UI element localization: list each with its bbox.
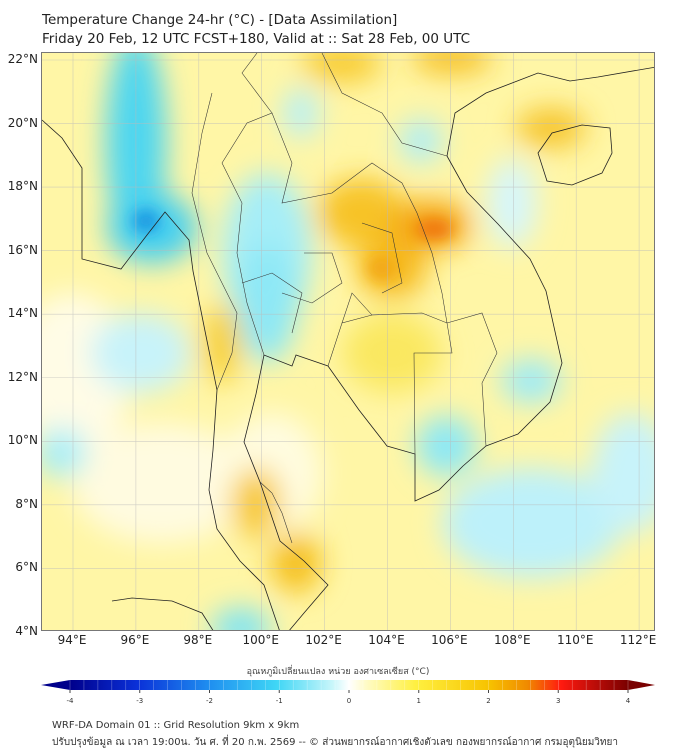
latitude-label: 16°N <box>7 242 38 257</box>
longitude-label: 100°E <box>242 633 279 647</box>
longitude-label: 108°E <box>494 633 531 647</box>
colorbar-tick-label: 4 <box>626 697 631 705</box>
longitude-label: 112°E <box>619 633 657 647</box>
latitude-label: 12°N <box>7 369 38 384</box>
colorbar-max-extend <box>628 680 655 690</box>
coastlines <box>42 66 654 630</box>
temperature-change-map <box>41 52 655 631</box>
latitude-label: 10°N <box>7 433 38 448</box>
footer-update-credit: ปรับปรุงข้อมูล ณ เวลา 19:00น. วัน ศ. ที่… <box>52 737 618 748</box>
latitude-label: 6°N <box>15 560 38 575</box>
colorbar-tick-label: -3 <box>136 697 143 705</box>
footer-model-info: WRF-DA Domain 01 :: Grid Resolution 9km … <box>52 720 300 731</box>
map-subtitle: Friday 20 Feb, 12 UTC FCST+180, Valid at… <box>42 31 471 47</box>
map-field <box>42 53 654 630</box>
colorbar-tick-label: -4 <box>67 697 75 705</box>
longitude-label: 98°E <box>183 633 213 647</box>
colorbar-min-extend <box>41 680 70 690</box>
colorbar: -4 -3 -2 -1 0 1 2 3 4 <box>41 680 655 705</box>
colorbar-tick-label: -2 <box>206 697 213 705</box>
colorbar-tick-label: -1 <box>276 697 283 705</box>
country-borders <box>191 53 498 544</box>
latitude-label: 18°N <box>7 179 38 194</box>
colorbar-label: อุณหภูมิเปลี่ยนแปลง หน่วย องศาเซลเซียส (… <box>246 667 430 677</box>
colorbar-tick-label: 1 <box>417 697 421 705</box>
longitude-label: 102°E <box>305 633 342 647</box>
longitude-label: 96°E <box>120 633 150 647</box>
longitude-label: 104°E <box>368 633 405 647</box>
latitude-label: 20°N <box>7 115 38 130</box>
colorbar-tick-label: 2 <box>486 697 490 705</box>
latitude-label: 4°N <box>15 623 38 638</box>
graticule <box>42 53 654 630</box>
latitude-label: 14°N <box>7 306 38 321</box>
latitude-label: 8°N <box>15 496 38 511</box>
colorbar-tick-label: 0 <box>347 697 351 705</box>
longitude-label: 106°E <box>431 633 468 647</box>
longitude-label: 94°E <box>57 633 87 647</box>
colorbar-tick-label: 3 <box>556 697 560 705</box>
longitude-label: 110°E <box>556 633 594 647</box>
map-title: Temperature Change 24-hr (°C) - [Data As… <box>42 12 398 28</box>
latitude-label: 22°N <box>7 52 38 66</box>
colorbar-body <box>70 680 628 690</box>
